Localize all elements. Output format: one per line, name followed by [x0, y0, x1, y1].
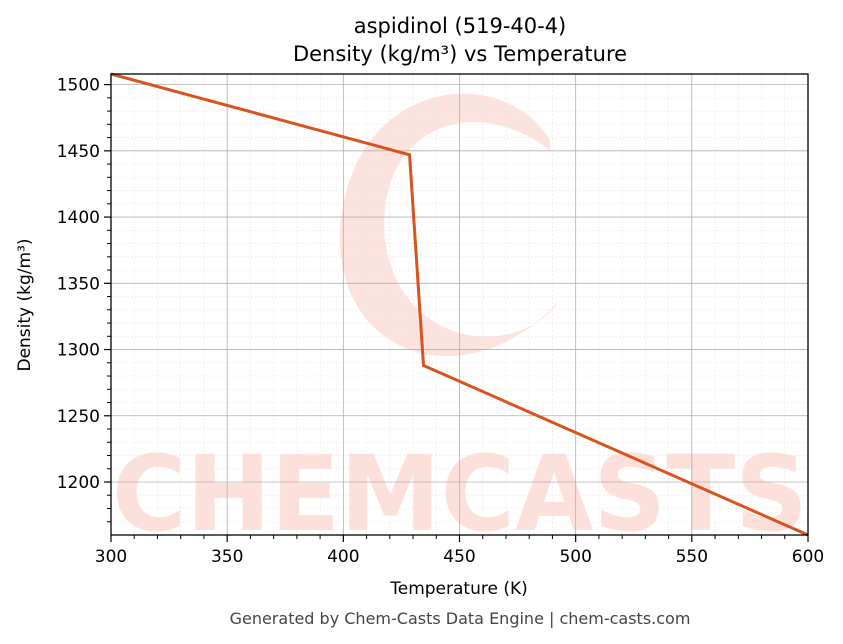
y-axis-label: Density (kg/m³)	[15, 238, 35, 371]
x-tick-label: 500	[559, 547, 591, 567]
y-tick-label: 1350	[57, 274, 100, 294]
y-axis: 1200 1250 1300 1350 1400 1450 1500	[57, 76, 111, 523]
density-series-line	[110, 72, 809, 537]
x-tick-label: 450	[443, 547, 475, 567]
x-tick-label: 400	[327, 547, 359, 567]
series-layer	[110, 72, 809, 537]
y-tick-label: 1450	[57, 142, 100, 162]
chart-subtitle: Density (kg/m³) vs Temperature	[293, 42, 627, 66]
x-tick-label: 300	[95, 547, 127, 567]
y-tick-label: 1300	[57, 341, 100, 361]
x-axis: 300 350 400 450 500 550 600	[95, 535, 824, 567]
footer-credit: Generated by Chem-Casts Data Engine | ch…	[230, 609, 691, 628]
chart-title: aspidinol (519-40-4)	[354, 14, 567, 38]
x-axis-label: Temperature (K)	[389, 579, 528, 599]
y-tick-label: 1200	[57, 473, 100, 493]
y-tick-label: 1400	[57, 208, 100, 228]
y-tick-label: 1500	[57, 76, 100, 96]
x-tick-label: 600	[792, 547, 824, 567]
x-tick-label: 550	[676, 547, 708, 567]
watermark: CHEMCASTS	[112, 93, 808, 555]
x-tick-label: 350	[211, 547, 243, 567]
watermark-logo-icon	[339, 93, 560, 357]
y-tick-label: 1250	[57, 407, 100, 427]
